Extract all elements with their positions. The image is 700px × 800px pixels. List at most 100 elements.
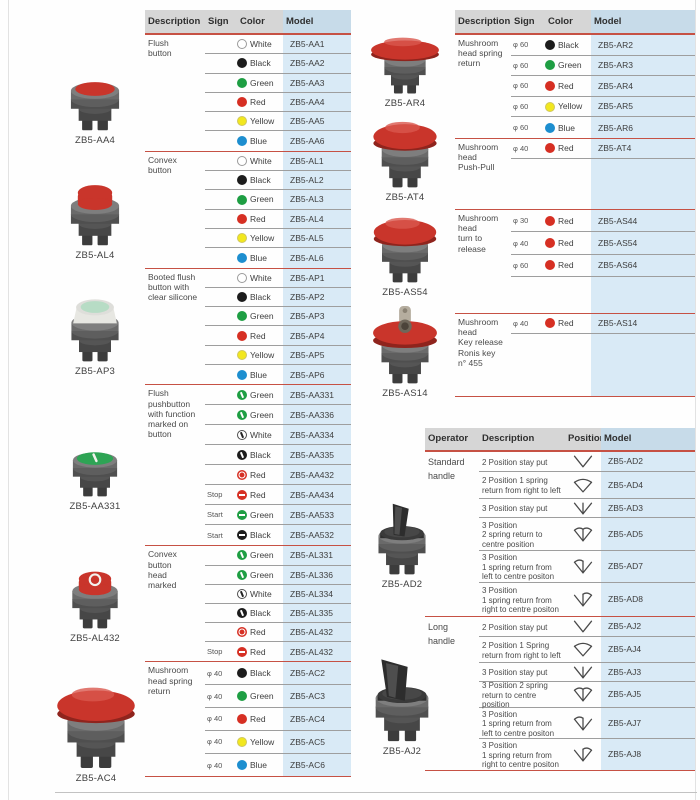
table-row: Black ZB5-AA2 (205, 54, 351, 74)
table-row: φ 60 Red ZB5-AS64 (511, 255, 695, 278)
table-row: 2 Position 1 Spring return from right to… (479, 637, 695, 663)
model-cell: ZB5-AR4 (598, 80, 633, 91)
operator-section: Standard handle 2 Position stay put ZB5-AD… (425, 452, 695, 617)
position-cell (565, 641, 601, 658)
model-cell: ZB5-AD7 (608, 561, 643, 572)
color-dot-icon (545, 318, 555, 329)
sign-cell: φ 40 (207, 760, 223, 770)
color-label: Black (250, 291, 271, 302)
color-cell: Red (545, 318, 591, 329)
color-cell: Black (237, 175, 283, 186)
photo-image (363, 294, 447, 385)
model-cell: ZB5-AJ7 (608, 717, 642, 728)
model-cell: ZB5-AJ5 (608, 689, 642, 700)
table-row: Blue ZB5-AA6 (205, 131, 351, 150)
mount-prong (404, 563, 415, 575)
table-row: φ 40 Red ZB5-AS14 (511, 314, 695, 334)
position-description-cell: 2 Position 1 spring return from right to… (482, 476, 561, 495)
model-cell: ZB5-AC2 (290, 668, 325, 679)
model-cell: ZB5-AP5 (290, 349, 325, 360)
v2s-position-icon (573, 478, 593, 493)
color-dot-icon (237, 58, 247, 69)
color-label: Green (250, 509, 274, 520)
dot-mark-icon (239, 391, 245, 398)
table-row: 3 Position stay put ZB5-AJ3 (479, 663, 695, 682)
color-label: Green (558, 60, 582, 71)
color-cell: Green (237, 78, 283, 88)
color-cell: Blue (237, 136, 283, 147)
table-row: Stop Red ZB5-AL432 (205, 642, 351, 661)
v2s-position-icon (573, 642, 593, 657)
column-header: Model (283, 10, 351, 33)
color-dot-icon (237, 272, 247, 283)
color-label: Red (250, 469, 266, 480)
color-label: White (250, 429, 272, 440)
table-header-row: Description Sign Color Model (455, 10, 695, 35)
table-row: φ 60 Blue ZB5-AR6 (511, 117, 695, 138)
product-photo-ZB5-AL432: ZB5-AL432 (52, 553, 138, 644)
description-cell: Booted flush button with clear silicone (148, 271, 198, 302)
mushroom-table-right: Description Sign Color Model Mushroom head s… (455, 10, 695, 397)
photo-image (52, 553, 138, 630)
color-cell: White (237, 589, 283, 599)
color-dot-icon (237, 469, 247, 480)
table-row: Green ZB5-AA331 (205, 385, 351, 406)
table-row: Black ZB5-AP2 (205, 288, 351, 308)
dot-mark-icon (239, 451, 245, 458)
color-dot-icon (237, 233, 247, 244)
color-dot-icon (237, 330, 247, 341)
color-cell: Blue (237, 370, 283, 380)
color-cell: Black (237, 530, 283, 541)
color-label: Black (250, 530, 271, 541)
mount-prong (97, 617, 108, 629)
description-cell: Mushroom head spring return (148, 665, 193, 696)
column-header: Position (568, 433, 606, 445)
color-label: Green (250, 311, 274, 322)
photo-image (52, 423, 138, 498)
color-dot-icon (237, 713, 247, 724)
table-row: Green ZB5-AP3 (205, 307, 351, 327)
description-cell: Convex button (148, 154, 177, 175)
color-label: Black (250, 449, 271, 460)
mount-prong (387, 728, 400, 742)
photo-image (360, 473, 444, 576)
v3-position-icon (573, 502, 593, 514)
color-label: Red (250, 96, 266, 107)
color-cell: Yellow (237, 737, 283, 747)
color-cell: Green (237, 550, 283, 561)
column-header: Color (240, 15, 265, 27)
color-label: Red (250, 627, 266, 638)
color-cell: Green (237, 194, 283, 205)
table-section: Booted flush button with clear silicone W… (145, 269, 351, 386)
model-cell: ZB5-AA4 (290, 96, 325, 107)
photo-image (355, 638, 449, 743)
product-photo-ZB5-AA331: ZB5-AA331 (52, 423, 138, 512)
table-row: φ 60 Red ZB5-AR4 (511, 76, 695, 97)
photo-label: ZB5-AL4 (75, 250, 115, 261)
table-row: Green ZB5-AL336 (205, 566, 351, 585)
color-cell: Red (545, 260, 591, 271)
table-row: Yellow ZB5-AA5 (205, 112, 351, 132)
model-cell: ZB5-AC3 (290, 691, 325, 702)
mount-prong (392, 176, 403, 188)
description-cell: Mushroom head spring return (458, 38, 503, 69)
photo-label: ZB5-AA4 (75, 135, 115, 146)
model-cell: ZB5-AR3 (598, 60, 633, 71)
model-cell: ZB5-AD4 (608, 479, 643, 490)
product-photo-ZB5-AD2: ZB5-AD2 (360, 473, 444, 590)
color-label: Green (250, 409, 274, 420)
dot-mark-icon (239, 552, 245, 559)
color-dot-icon (237, 588, 247, 599)
color-cell: Red (237, 214, 283, 224)
dot-mark-icon (239, 513, 245, 516)
table-row: 2 Position stay put ZB5-AD2 (479, 452, 695, 472)
table-row: φ 60 Green ZB5-AR3 (511, 56, 695, 77)
table-row: φ 40 Black ZB5-AC2 (205, 662, 351, 686)
table-row: Yellow ZB5-AL5 (205, 229, 351, 249)
color-cell: Blue (545, 123, 591, 133)
dot-mark-icon (239, 571, 245, 578)
column-header: Description (458, 15, 511, 27)
color-label: Red (250, 213, 266, 224)
color-dot-icon (237, 646, 247, 657)
v3sl-position-icon (573, 715, 593, 731)
